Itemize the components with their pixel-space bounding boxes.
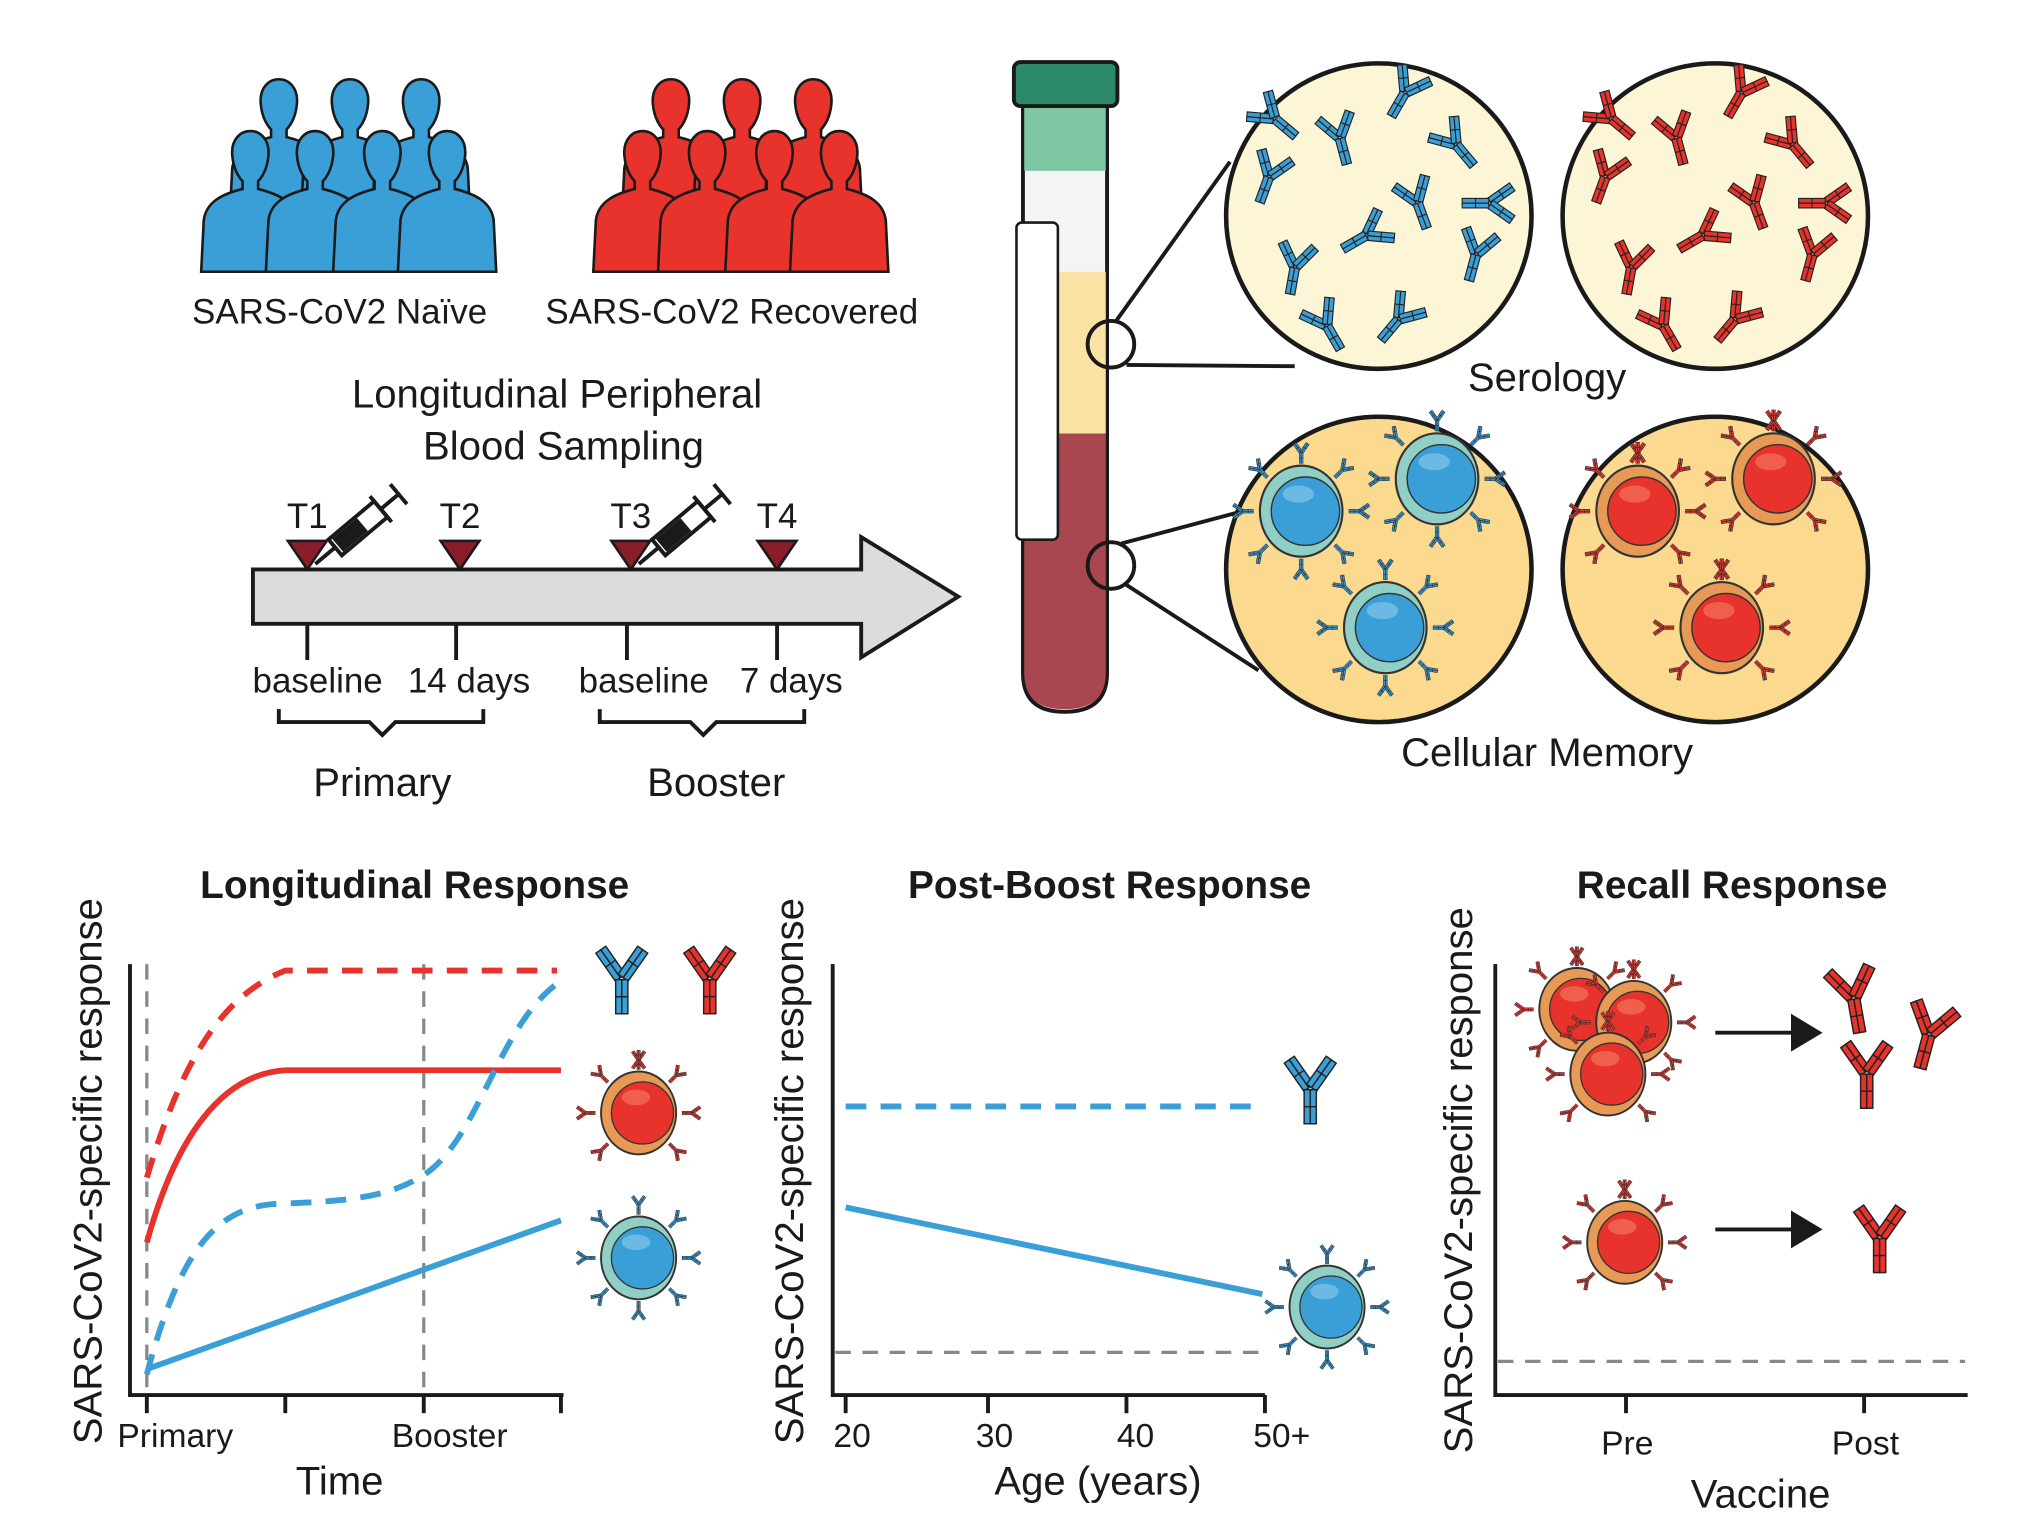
blue-memory-b-cell-icon bbox=[1265, 1245, 1390, 1370]
longitudinal-panel: Longitudinal Response SARS-CoV2-specific… bbox=[67, 864, 737, 1504]
x-tick-label: Post bbox=[1832, 1426, 1900, 1463]
x-tick-label: 20 bbox=[833, 1418, 870, 1455]
panel-title: Recall Response bbox=[1577, 864, 1888, 907]
red-antibody-icon bbox=[683, 945, 737, 1015]
x-tick-label: Primary bbox=[117, 1418, 233, 1455]
timeline-arrow bbox=[251, 533, 962, 661]
recovered-antibody-curve bbox=[144, 967, 558, 1179]
serology-label: Serology bbox=[1468, 356, 1626, 400]
recovered-crowd-icon bbox=[592, 77, 890, 274]
x-tick-label: 40 bbox=[1117, 1418, 1154, 1455]
recall-panel: Recall Response SARS-CoV2-specific respo… bbox=[1437, 864, 1968, 1517]
sampling-title-line1: Longitudinal Peripheral bbox=[352, 373, 762, 417]
timepoint-tick-label: baseline bbox=[253, 661, 383, 700]
group-braces bbox=[276, 709, 807, 738]
timepoint-marker-icon bbox=[755, 539, 799, 572]
timepoint-label: T4 bbox=[757, 497, 798, 536]
timepoint-tick-label: 7 days bbox=[740, 661, 843, 700]
timepoint-marker-icon bbox=[608, 539, 653, 572]
x-axis-label: Vaccine bbox=[1691, 1473, 1831, 1517]
red-antibody-icon bbox=[1821, 960, 1887, 1038]
timepoint-marker-icon bbox=[438, 539, 482, 572]
blue-memory-b-cell-icon bbox=[576, 1195, 701, 1320]
x-tick-label: Pre bbox=[1601, 1426, 1653, 1463]
arrow-icon bbox=[1715, 1013, 1823, 1249]
naive-crowd-icon bbox=[199, 77, 498, 274]
red-antibody-icon bbox=[1894, 995, 1964, 1076]
naive-antibody-curve bbox=[144, 978, 563, 1376]
recovered-cohort-label: SARS-CoV2 Recovered bbox=[545, 293, 918, 332]
x-axis-label: Age (years) bbox=[994, 1460, 1201, 1504]
x-axis-label: Time bbox=[296, 1460, 384, 1504]
y-axis-label: SARS-CoV2-specific response bbox=[1437, 907, 1481, 1453]
group-label-primary: Primary bbox=[313, 761, 451, 805]
group-label-booster: Booster bbox=[647, 761, 785, 805]
y-axis-label: SARS-CoV2-specific response bbox=[67, 898, 111, 1444]
naive-memory-cell-curve bbox=[145, 1217, 562, 1372]
x-tick-label: 30 bbox=[976, 1418, 1013, 1455]
blue-antibody-icon bbox=[1283, 1055, 1337, 1125]
cellular-recovered-circle bbox=[1560, 414, 1871, 725]
cellular-memory-label: Cellular Memory bbox=[1401, 731, 1693, 775]
red-antibody-icon bbox=[1839, 1039, 1894, 1109]
panel-title: Post-Boost Response bbox=[908, 864, 1311, 907]
sampling-title-line2: Blood Sampling bbox=[423, 424, 704, 468]
timepoint-tick-label: baseline bbox=[579, 661, 709, 700]
timepoint-label: T3 bbox=[610, 497, 651, 536]
timepoint-tick-label: 14 days bbox=[408, 661, 530, 700]
y-axis-label: SARS-CoV2-specific response bbox=[768, 898, 812, 1444]
blue-antibody-icon bbox=[595, 945, 649, 1015]
naive-cohort-label: SARS-CoV2 Naïve bbox=[192, 293, 487, 332]
x-tick-label: 50+ bbox=[1253, 1418, 1310, 1455]
red-antibody-icon bbox=[1852, 1204, 1907, 1274]
red-memory-b-cell-icon bbox=[1562, 1180, 1687, 1292]
red-memory-b-cell-icon bbox=[576, 1050, 701, 1162]
x-tick-label: Booster bbox=[392, 1418, 508, 1455]
timepoint-label: T1 bbox=[287, 497, 328, 536]
panel-title: Longitudinal Response bbox=[200, 864, 629, 907]
timepoint-label: T2 bbox=[440, 497, 481, 536]
blood-tube-icon bbox=[1011, 60, 1120, 714]
zoom-lines bbox=[1085, 160, 1295, 672]
recovered-memory-cell-curve bbox=[144, 1067, 561, 1244]
postboost-panel: Post-Boost Response SARS-CoV2-specific r… bbox=[768, 864, 1390, 1504]
memory-cell-line bbox=[845, 1204, 1263, 1297]
timepoint-marker-icon bbox=[285, 539, 330, 572]
cellular-naive-circle bbox=[1223, 414, 1534, 725]
